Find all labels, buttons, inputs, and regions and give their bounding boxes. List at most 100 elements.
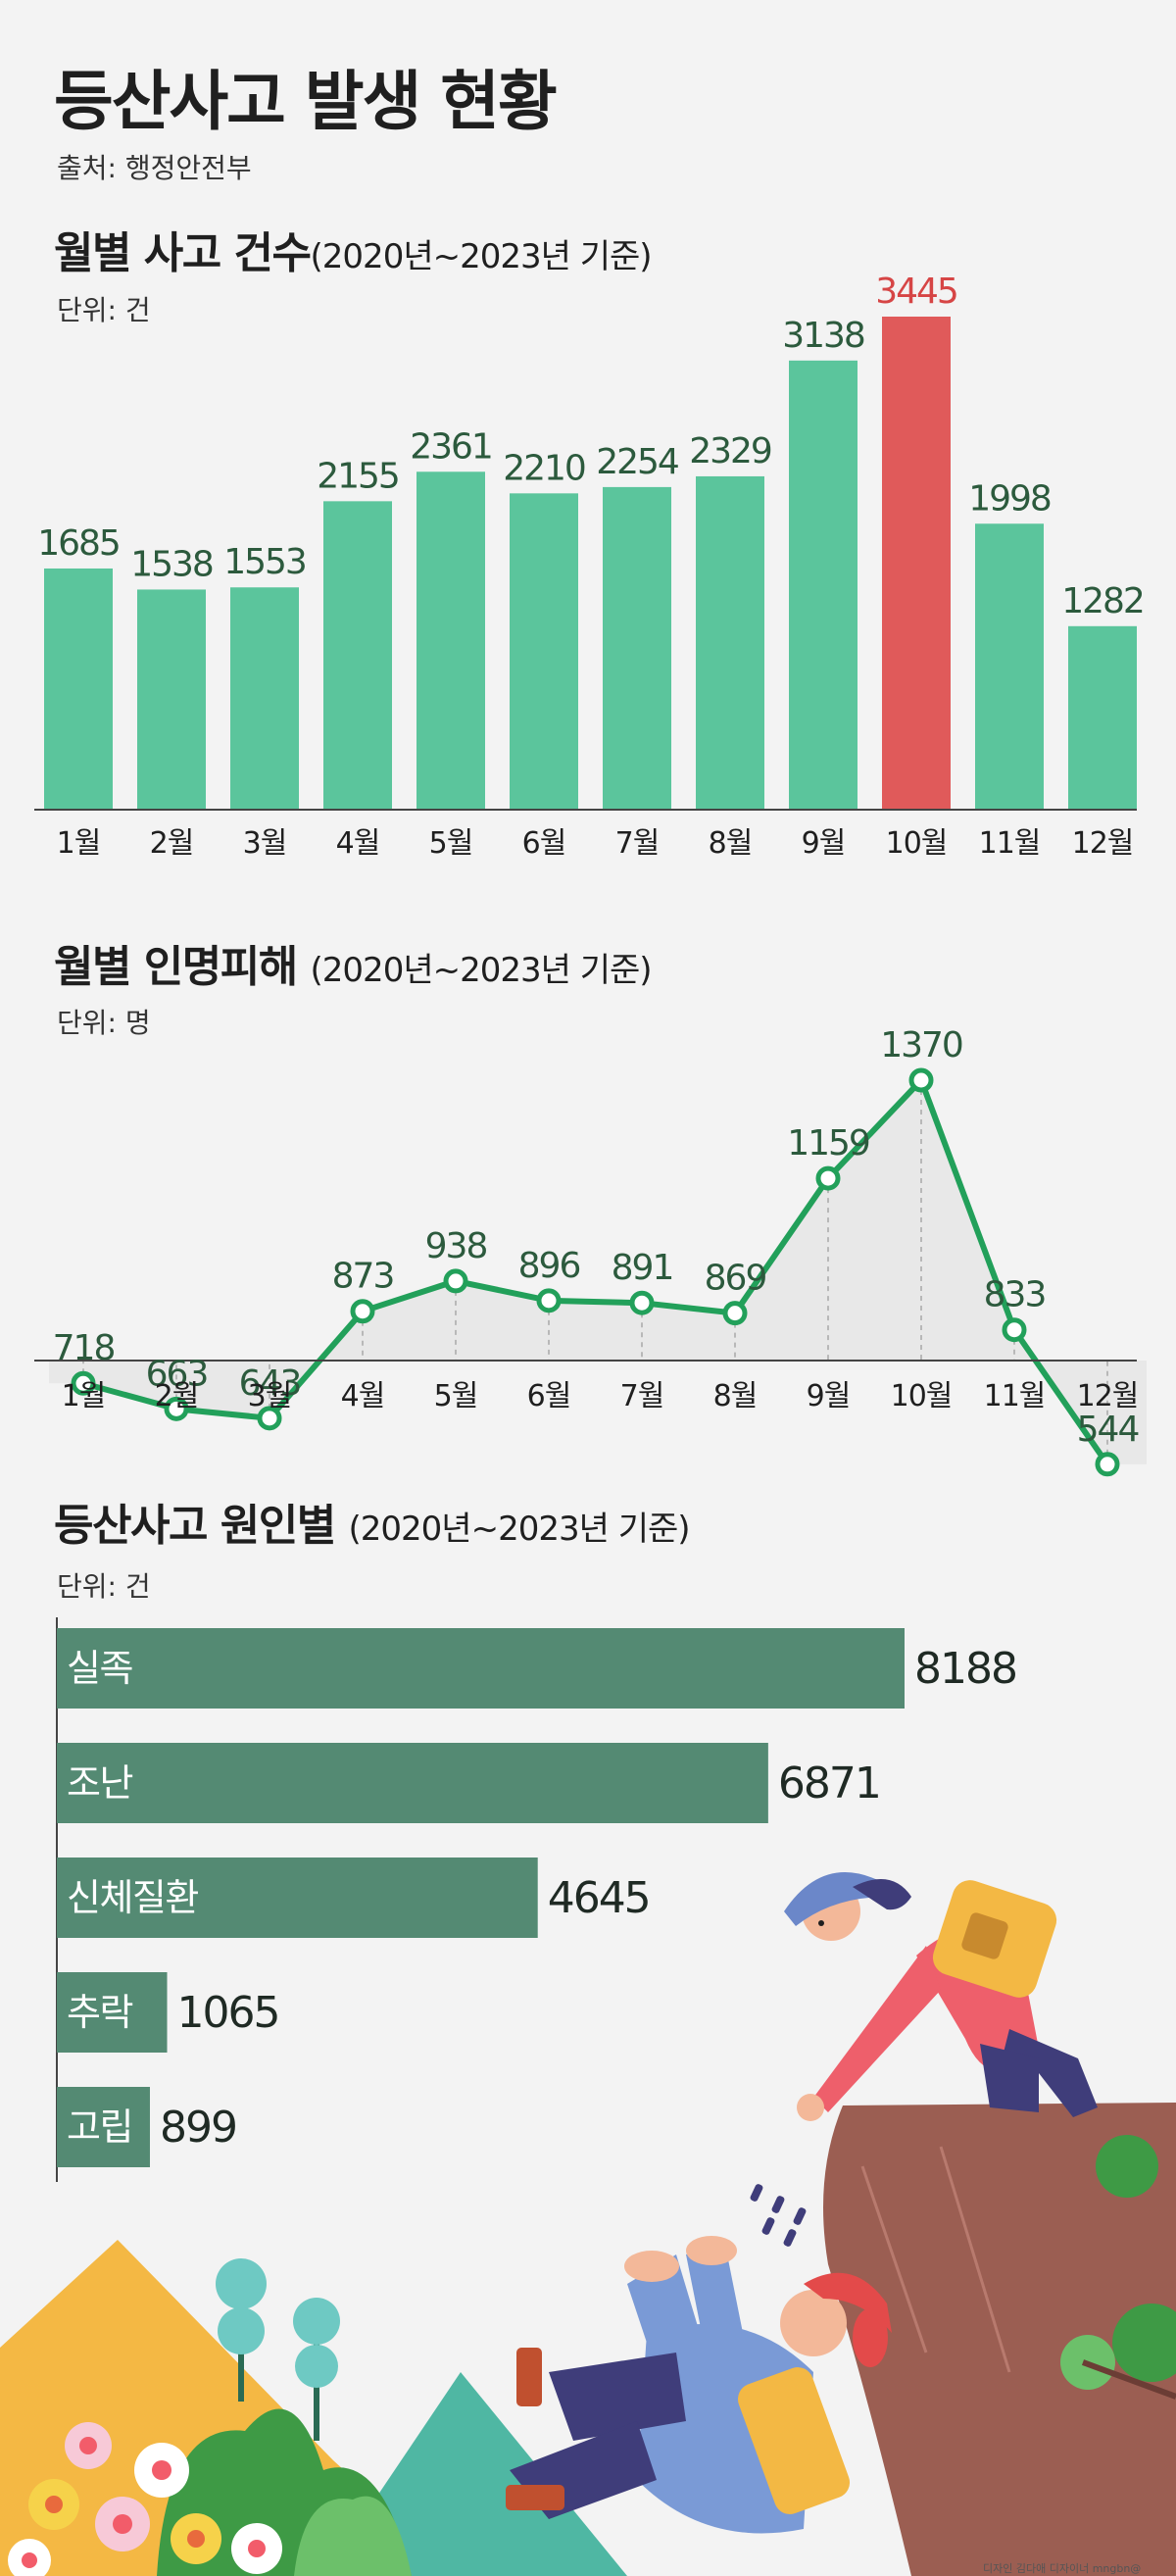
point-8 — [722, 1301, 748, 1326]
bar-10 — [882, 317, 951, 810]
bar-value-label: 2329 — [689, 431, 771, 471]
bar-6 — [510, 493, 578, 810]
x-tick-label: 8월 — [709, 826, 753, 861]
bushes-light — [294, 2496, 412, 2576]
bar-7 — [603, 486, 671, 810]
x-tick-label: 5월 — [434, 1379, 478, 1413]
bar-value-label: 1685 — [37, 523, 120, 564]
point-2 — [164, 1396, 189, 1421]
x-tick-label: 11월 — [979, 826, 1041, 861]
x-tick-label: 3월 — [243, 826, 287, 861]
point-value-label: 896 — [518, 1246, 580, 1286]
point-value-label: 663 — [146, 1354, 208, 1394]
bar-11 — [975, 523, 1044, 810]
point-5 — [443, 1268, 468, 1294]
x-tick-label: 2월 — [155, 1379, 199, 1413]
causes-title: 등산사고 원인별 (2020년~2023년 기준) — [54, 1490, 691, 1553]
cause-bar-5 — [57, 2087, 150, 2167]
flowers — [8, 2422, 282, 2576]
cliff-tree — [1060, 2135, 1176, 2400]
x-tick-label: 12월 — [1077, 1379, 1139, 1413]
cause-value-label: 8188 — [914, 1644, 1016, 1694]
point-9 — [815, 1165, 841, 1191]
bar-value-label: 1998 — [968, 478, 1051, 519]
bar-1 — [44, 568, 113, 810]
bar-2 — [137, 589, 206, 810]
monthly-accidents-title-main: 월별 사고 건수 — [54, 228, 312, 278]
point-10 — [908, 1067, 934, 1093]
cause-label: 고립 — [67, 2105, 132, 2149]
hiker-top — [784, 1872, 1098, 2121]
cause-bar-2 — [57, 1743, 768, 1823]
x-tick-label: 4월 — [336, 826, 380, 861]
x-tick-label: 12월 — [1072, 826, 1134, 861]
point-1 — [71, 1370, 96, 1396]
point-4 — [350, 1299, 375, 1324]
bar-4 — [323, 501, 392, 810]
bar-8 — [696, 475, 764, 810]
cause-label: 추락 — [67, 1991, 132, 2034]
point-value-label: 891 — [612, 1248, 673, 1288]
x-tick-label: 7월 — [615, 826, 660, 861]
monthly-accidents-title-sub: (2020년~2023년 기준) — [310, 237, 653, 276]
bar-value-label: 2254 — [596, 442, 678, 482]
credit-text: 디자인 김다애 디자이너 mngbn@ — [983, 2562, 1142, 2575]
x-tick-label: 3월 — [248, 1379, 292, 1413]
x-tick-label: 1월 — [62, 1379, 106, 1413]
x-tick-label: 1월 — [57, 826, 101, 861]
x-tick-label: 6월 — [527, 1379, 571, 1413]
x-tick-label: 11월 — [984, 1379, 1046, 1413]
point-value-label: 873 — [332, 1257, 394, 1297]
point-12 — [1095, 1452, 1120, 1477]
cause-label: 신체질환 — [67, 1876, 198, 1919]
point-11 — [1002, 1317, 1027, 1343]
causes-chart: 실족 8188 조난 6871 신체질환 4645 추락 1065 고립 899 — [56, 1617, 1018, 2182]
series-line — [82, 1077, 1110, 1466]
x-tick-label: 2월 — [150, 826, 194, 861]
cause-label: 조난 — [67, 1761, 132, 1805]
monthly-accidents-unit: 단위: 건 — [57, 294, 151, 326]
monthly-accidents-title: 월별 사고 건수(2020년~2023년 기준) — [54, 218, 653, 280]
monthly-casualties-unit: 단위: 명 — [57, 1007, 151, 1039]
point-3 — [257, 1406, 282, 1431]
x-tick-label: 10월 — [886, 826, 948, 861]
x-tick-label: 7월 — [620, 1379, 664, 1413]
cliff-cracks — [860, 2146, 1011, 2373]
point-value-label: 833 — [984, 1275, 1046, 1315]
monthly-casualties-title: 월별 인명피해 (2020년~2023년 기준) — [54, 931, 653, 994]
cause-value-label: 4645 — [548, 1873, 650, 1923]
cause-bar-3 — [57, 1858, 538, 1938]
bar-12 — [1068, 625, 1137, 810]
point-value-label: 643 — [239, 1363, 301, 1404]
x-tick-label: 9월 — [807, 1379, 851, 1413]
tree-left — [216, 2258, 267, 2402]
x-tick-label: 9월 — [802, 826, 846, 861]
bar-9 — [789, 360, 858, 810]
x-tick-label: 10월 — [891, 1379, 953, 1413]
bar-value-label: 3138 — [782, 316, 864, 356]
bar-5 — [416, 471, 485, 810]
x-tick-label: 8월 — [713, 1379, 758, 1413]
point-value-label: 544 — [1077, 1410, 1139, 1450]
point-value-label: 1370 — [880, 1025, 962, 1065]
bar-value-label: 2361 — [410, 426, 492, 467]
cause-value-label: 899 — [160, 2103, 236, 2153]
bar-value-label: 3445 — [875, 272, 957, 312]
x-tick-label: 4월 — [341, 1379, 385, 1413]
tree-right — [293, 2298, 340, 2441]
bar-value-label: 2155 — [317, 456, 399, 496]
causes-unit: 단위: 건 — [57, 1570, 151, 1603]
x-tick-label: 6월 — [522, 826, 566, 861]
point-value-label: 938 — [425, 1226, 487, 1266]
causes-title-sub: (2020년~2023년 기준) — [348, 1510, 691, 1549]
cause-value-label: 6871 — [778, 1759, 880, 1808]
cause-label: 실족 — [67, 1647, 132, 1690]
source-text: 출처: 행정안전부 — [57, 152, 252, 184]
bar-value-label: 1538 — [130, 544, 213, 584]
bar-value-label: 1553 — [223, 542, 306, 582]
cause-value-label: 1065 — [177, 1988, 279, 2038]
causes-title-main: 등산사고 원인별 — [54, 1501, 336, 1551]
mountain-teal — [323, 2372, 627, 2576]
